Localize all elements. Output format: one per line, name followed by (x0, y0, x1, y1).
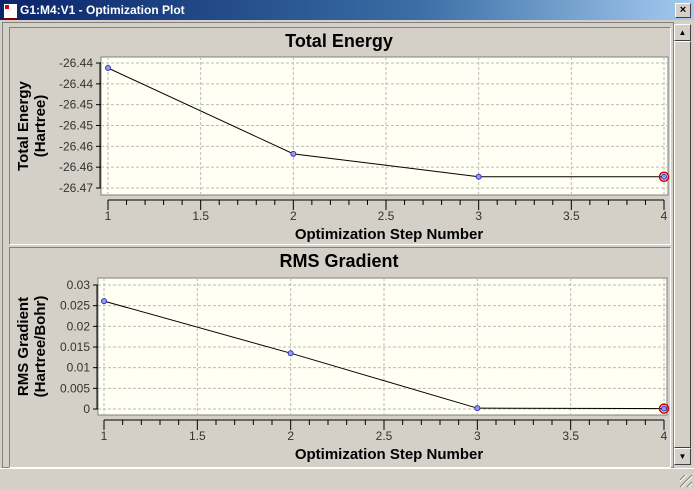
chart-title: Total Energy (285, 31, 393, 51)
series-line (107, 67, 664, 178)
data-point (661, 173, 667, 180)
x-tick-label: 3.5 (563, 209, 580, 223)
highlight-ring (658, 403, 670, 414)
title-bar: G1:M4:V1 - Optimization Plot × (0, 0, 694, 20)
vertical-scrollbar[interactable]: ▲ ▼ (674, 24, 691, 465)
data-point (287, 350, 294, 357)
rms-gradient-panel: RMS Gradient 1 1.5 2 2.5 3 3.5 4 0.03 0.025 0.02 0.… (9, 247, 671, 468)
highlight-ring (658, 171, 670, 182)
y-tick-label: -26.45 (59, 98, 93, 112)
chart-title: RMS Gradient (279, 251, 398, 271)
y-tick-label: -26.46 (59, 160, 93, 174)
y-tick-label: -26.44 (59, 77, 93, 91)
x-tick-label: 1.5 (192, 209, 209, 223)
data-point (475, 173, 482, 180)
scroll-thumb[interactable] (674, 41, 691, 448)
y-tick-label: -26.44 (59, 56, 93, 70)
y-axis-label: RMS Gradient (15, 297, 32, 396)
y-axis-label: (Hartree/Bohr) (32, 296, 49, 398)
x-tick-label: 3 (475, 209, 482, 223)
x-tick-label: 2 (290, 209, 297, 223)
y-tick-label: -26.47 (59, 181, 93, 195)
x-tick-label: 2.5 (376, 429, 393, 443)
x-tick-label: 4 (661, 209, 668, 223)
y-axis-label: Total Energy (15, 80, 32, 170)
data-point (290, 150, 297, 157)
x-axis-label: Optimization Step Number (295, 226, 484, 243)
x-tick-label: 1.5 (189, 429, 206, 443)
y-axis-label: (Hartree) (32, 95, 49, 158)
total-energy-panel: Total Energy 1 1.5 2 2.5 3 3.5 4 -26.44 -26.44 -26… (9, 27, 671, 245)
rms-gradient-chart: RMS Gradient 1 1.5 2 2.5 3 3.5 4 0.03 0.025 0.02 0.… (15, 251, 670, 463)
data-point (105, 65, 111, 71)
y-tick-label: 0.02 (67, 319, 91, 333)
x-tick-label: 4 (661, 429, 668, 443)
total-energy-chart: Total Energy 1 1.5 2 2.5 3 3.5 4 -26.44 -26.44 -26… (15, 31, 670, 243)
x-tick-label: 2.5 (378, 209, 395, 223)
x-tick-label: 3.5 (562, 429, 579, 443)
y-tick-label: 0 (83, 402, 90, 416)
scroll-down-button[interactable]: ▼ (674, 448, 691, 465)
close-button[interactable]: × (675, 3, 691, 18)
x-tick-label: 3 (474, 429, 481, 443)
data-point (101, 298, 107, 305)
plot-area-container: Total Energy 1 1.5 2 2.5 3 3.5 4 -26.44 -26.44 -26… (2, 22, 674, 468)
data-point (661, 405, 667, 412)
x-tick-label: 2 (287, 429, 294, 443)
resize-grip[interactable] (680, 475, 692, 487)
y-tick-label: -26.45 (59, 119, 93, 133)
series-line (103, 300, 665, 410)
x-tick-label: 1 (105, 209, 112, 223)
y-tick-label: -26.46 (59, 139, 93, 153)
status-bar (0, 468, 694, 489)
scroll-up-button[interactable]: ▲ (674, 24, 691, 41)
y-tick-label: 0.025 (60, 299, 90, 313)
y-tick-label: 0.015 (60, 340, 90, 354)
y-tick-label: 0.005 (60, 381, 90, 395)
x-axis-label: Optimization Step Number (295, 446, 484, 463)
plot-background (97, 277, 668, 416)
data-point (474, 405, 481, 412)
y-tick-label: 0.01 (67, 361, 91, 375)
y-tick-label: 0.03 (67, 278, 91, 292)
window-title: G1:M4:V1 - Optimization Plot (20, 3, 185, 17)
x-tick-label: 1 (101, 429, 108, 443)
app-icon (3, 3, 18, 19)
